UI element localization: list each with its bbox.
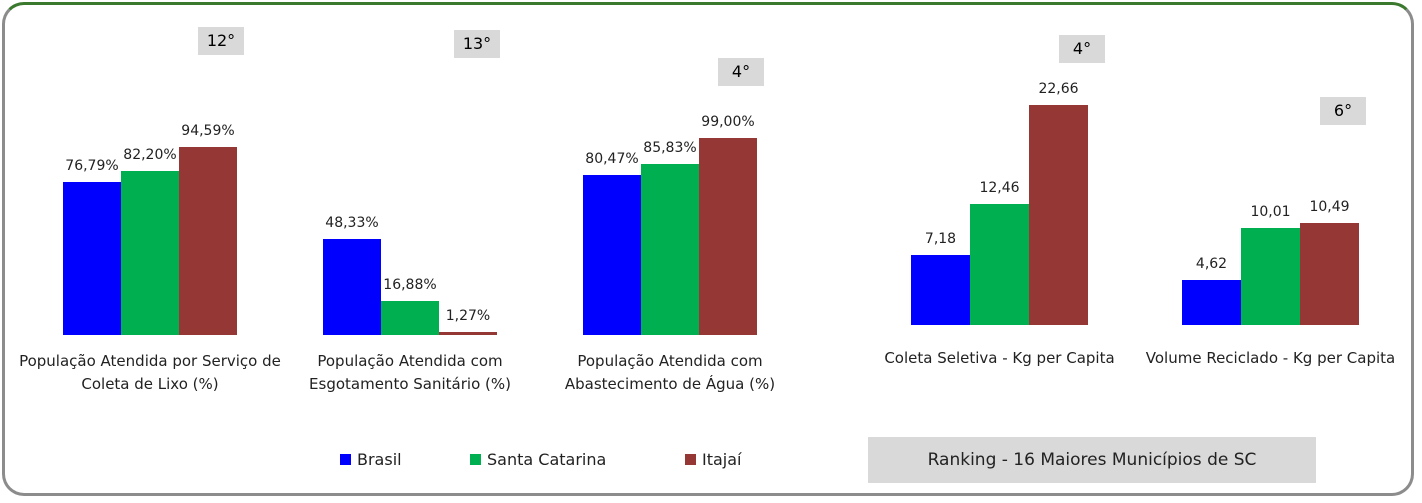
- note: Ranking - 16 Maiores Municípios de SC: [868, 437, 1316, 483]
- category-label: Volume Reciclado - Kg per Capita: [1145, 349, 1396, 367]
- category-label: Coleta Seletiva - Kg per Capita: [884, 349, 1115, 367]
- value-label: 80,47%: [585, 150, 639, 167]
- legend-item: Brasil: [340, 450, 402, 469]
- frame: [2, 2, 1414, 496]
- legend-item: Itajaí: [685, 450, 742, 469]
- value-label: 99,00%: [701, 113, 755, 130]
- legend-label: Brasil: [357, 450, 402, 469]
- legend-label: Itajaí: [702, 450, 742, 469]
- category-label: População Atendida com Esgotamento Sanit…: [309, 352, 511, 393]
- bar: [970, 204, 1029, 325]
- value-label: 76,79%: [65, 158, 119, 175]
- legend-swatch: [470, 454, 481, 465]
- value-label: 12,46: [979, 180, 1020, 197]
- value-label: 10,49: [1309, 199, 1350, 216]
- ranking: 12°: [198, 27, 244, 55]
- value-label: 85,83%: [643, 140, 697, 157]
- value-label: 22,66: [1038, 81, 1079, 98]
- category-label: População Atendida com Abastecimento de …: [564, 352, 776, 393]
- value-label: 10,01: [1250, 203, 1291, 220]
- bar: [1241, 227, 1300, 325]
- legend-swatch: [685, 454, 696, 465]
- value-label: 4,62: [1195, 256, 1228, 273]
- bar: [121, 171, 179, 335]
- bar: [641, 164, 699, 335]
- bar: [63, 182, 121, 335]
- bar: [583, 174, 641, 335]
- bar: [1300, 223, 1359, 325]
- bar: [381, 301, 439, 335]
- value-label: 94,59%: [181, 122, 235, 139]
- bar: [1029, 105, 1088, 325]
- legend-item: Santa Catarina: [470, 450, 606, 469]
- bar: [911, 255, 970, 325]
- ranking: 13°: [454, 30, 500, 58]
- bar: [179, 146, 237, 335]
- value-label: 7,18: [924, 231, 957, 248]
- legend-label: Santa Catarina: [487, 450, 607, 469]
- value-label: 16,88%: [383, 277, 437, 294]
- value-label: 48,33%: [325, 214, 379, 231]
- legend-swatch: [340, 454, 351, 465]
- bar: [1182, 280, 1241, 325]
- ranking: 4°: [1059, 35, 1105, 63]
- value-label: 1,27%: [445, 308, 491, 325]
- ranking: 6°: [1320, 97, 1366, 125]
- value-label: 82,20%: [123, 147, 177, 164]
- bar: [323, 238, 381, 335]
- ranking: 4°: [718, 58, 764, 86]
- category-label: População Atendida por Serviço de Coleta…: [19, 352, 281, 393]
- bar: [699, 137, 757, 335]
- bar: [439, 332, 497, 335]
